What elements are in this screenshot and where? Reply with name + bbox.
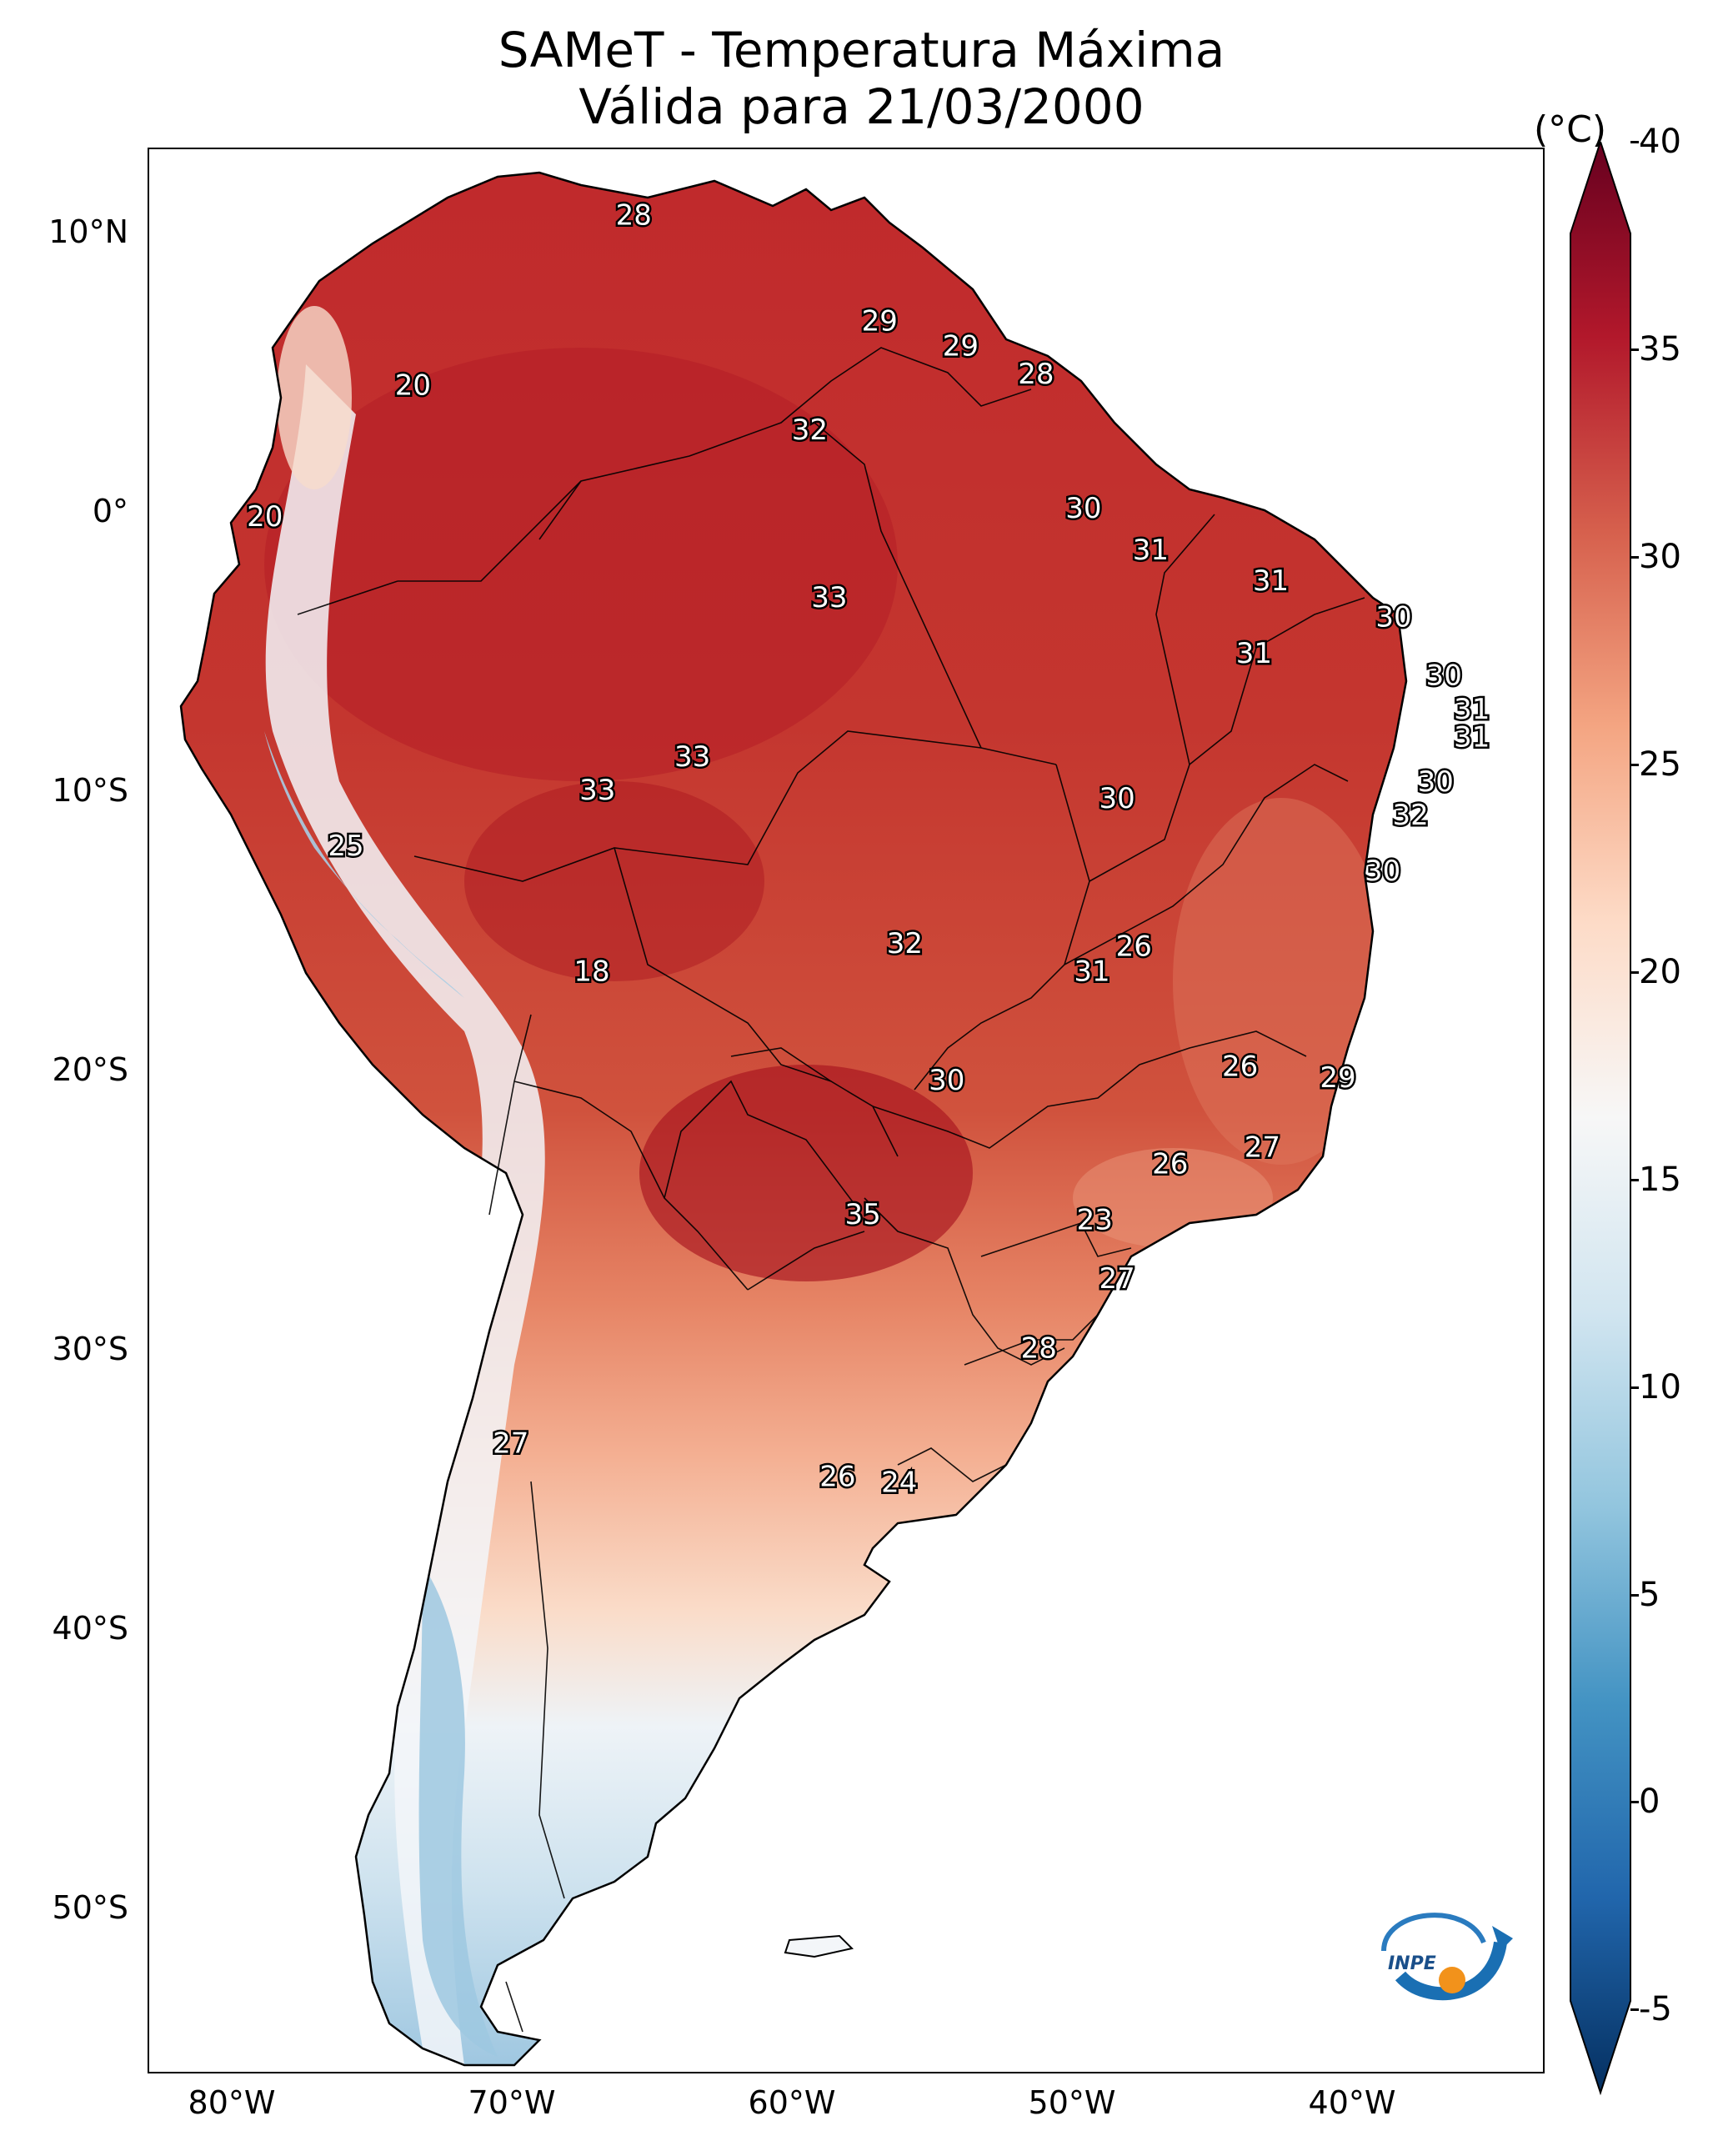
y-tick-50s: 50°S	[52, 1889, 128, 1926]
station-label: 28	[1018, 358, 1054, 391]
station-label: 33	[811, 581, 847, 614]
y-tick-40s: 40°S	[52, 1610, 128, 1647]
station-label: 30	[1365, 855, 1400, 888]
station-label: 33	[579, 774, 615, 807]
station-label: 33	[674, 740, 710, 774]
station-label: 27	[1245, 1131, 1280, 1165]
station-label: 27	[493, 1426, 528, 1460]
colorbar-tick-mark	[1630, 1178, 1639, 1181]
colorbar-tick-mark	[1630, 555, 1639, 559]
station-label: 29	[1320, 1061, 1355, 1095]
station-label: 32	[887, 927, 923, 960]
colorbar-tick-label: 30	[1639, 537, 1681, 576]
station-label: 30	[1099, 782, 1134, 815]
colorbar-tick-label: 25	[1639, 745, 1681, 784]
colorbar	[1570, 142, 1631, 2096]
colorbar-tick-mark	[1630, 970, 1639, 974]
colorbar-tick-label: -5	[1639, 1990, 1672, 2029]
station-label: 32	[792, 414, 828, 447]
y-tick-10n: 10°N	[48, 213, 128, 250]
x-tick-70w: 70°W	[468, 2084, 556, 2121]
station-label: 29	[862, 305, 898, 338]
colorbar-unit: (°C)	[1534, 108, 1607, 151]
station-label: 28	[1021, 1332, 1057, 1366]
station-label: 24	[881, 1466, 917, 1499]
y-tick-30s: 30°S	[52, 1331, 128, 1367]
colorbar-tick-mark	[1630, 348, 1639, 351]
station-label: 30	[1065, 492, 1101, 525]
station-label: 23	[1077, 1204, 1113, 1237]
station-label: 31	[1236, 637, 1272, 670]
x-tick-60w: 60°W	[748, 2084, 836, 2121]
x-tick-50w: 50°W	[1028, 2084, 1116, 2121]
x-tick-40w: 40°W	[1308, 2084, 1396, 2121]
y-tick-0: 0°	[92, 493, 128, 529]
colorbar-tick-label: 10	[1639, 1367, 1681, 1406]
colorbar-tick-mark	[1630, 1593, 1639, 1597]
colorbar-tick-label: 20	[1639, 952, 1681, 991]
station-label: 31	[1253, 564, 1289, 598]
station-label: 20	[395, 369, 431, 403]
station-label: 27	[1099, 1262, 1134, 1296]
station-label: 31	[1454, 720, 1490, 754]
station-label: 30	[929, 1064, 964, 1097]
logo-text: INPE	[1388, 1953, 1436, 1974]
station-label: 26	[1116, 930, 1152, 964]
station-label: 26	[1222, 1050, 1258, 1083]
station-label: 32	[1392, 799, 1428, 832]
station-label: 26	[819, 1461, 855, 1494]
colorbar-tick-mark	[1630, 141, 1639, 143]
station-label: 28	[616, 198, 652, 232]
colorbar-tick-label: 15	[1639, 1160, 1681, 1199]
map-title: SAMeT - Temperatura Máxima	[498, 22, 1225, 78]
colorbar-tick-mark	[1630, 2008, 1639, 2012]
station-label: 20	[247, 500, 283, 534]
station-label: 35	[844, 1198, 880, 1231]
colorbar-tick-mark	[1630, 1386, 1639, 1389]
colorbar-tick-label: 35	[1639, 329, 1681, 369]
colorbar-tick-mark	[1630, 1801, 1639, 1804]
station-label: 31	[1133, 534, 1169, 567]
y-tick-20s: 20°S	[52, 1051, 128, 1088]
station-label: 26	[1152, 1148, 1188, 1181]
station-label: 30	[1375, 600, 1411, 634]
colorbar-tick-mark	[1630, 763, 1639, 766]
x-tick-80w: 80°W	[188, 2084, 276, 2121]
station-label: 30	[1426, 659, 1462, 693]
station-label: 29	[943, 330, 979, 364]
colorbar-tick-label: 40	[1639, 123, 1681, 161]
station-label: 18	[573, 955, 609, 989]
station-label: 31	[1074, 955, 1109, 989]
inpe-logo: INPE	[1381, 1913, 1513, 2001]
station-label: 25	[328, 830, 363, 863]
map-subtitle: Válida para 21/03/2000	[579, 78, 1144, 135]
colorbar-tick-label: 0	[1639, 1782, 1660, 1822]
y-tick-10s: 10°S	[52, 772, 128, 809]
colorbar-tick-label: 5	[1639, 1575, 1660, 1614]
station-label: 30	[1418, 765, 1454, 799]
station-label: 31	[1454, 693, 1490, 726]
